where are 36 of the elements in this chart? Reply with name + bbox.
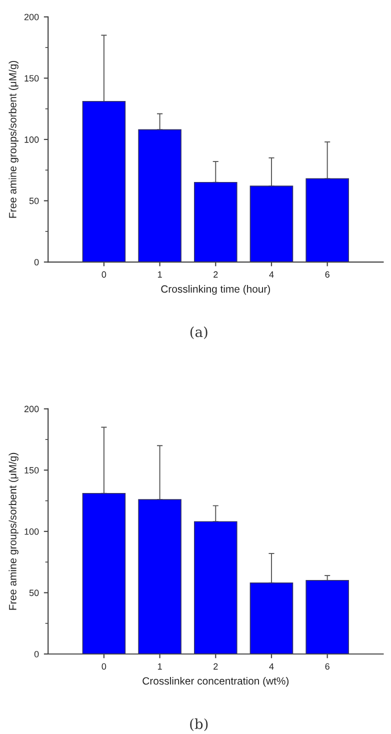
x-tick-label: 4: [269, 663, 274, 670]
x-tick-label: 6: [325, 663, 330, 670]
y-tick-label: 0: [34, 259, 39, 266]
y-tick-label: 50: [29, 198, 39, 204]
bar: [138, 129, 182, 262]
bar: [194, 182, 238, 262]
bar: [194, 521, 238, 654]
y-tick-label: 0: [34, 650, 39, 658]
y-tick-label: 100: [24, 136, 39, 143]
x-tick-label: 1: [158, 663, 162, 670]
bar: [82, 492, 126, 654]
text: (a): [190, 326, 208, 340]
bar: [138, 499, 182, 654]
x-tick-label: 4: [269, 271, 274, 278]
y-tick-label: 200: [24, 406, 39, 412]
x-tick-label: 2: [214, 663, 218, 670]
x-tick-label: 2: [214, 271, 218, 278]
y-axis-title: Free amine groups/sorbent (μM/g): [8, 60, 18, 218]
y-tick-label: 100: [24, 528, 39, 535]
bar: [306, 178, 349, 262]
bar: [82, 101, 126, 262]
bar: [306, 580, 349, 654]
text: (b): [190, 718, 208, 732]
bar: [250, 186, 294, 262]
y-tick-label: 150: [24, 467, 39, 474]
y-axis-title: Free amine groups/sorbent (μM/g): [8, 452, 18, 610]
x-axis-title: Crosslinking time (hour): [161, 285, 270, 295]
x-axis-title: Crosslinker concentration (wt%): [142, 676, 289, 687]
y-tick-label: 200: [24, 14, 39, 20]
y-tick-label: 50: [29, 590, 39, 596]
y-tick-label: 150: [24, 75, 39, 82]
x-tick-label: 1: [158, 271, 162, 278]
x-tick-label: 6: [325, 271, 330, 278]
bar: [250, 582, 294, 654]
x-tick-label: 0: [102, 271, 106, 278]
x-tick-label: 0: [102, 663, 106, 670]
